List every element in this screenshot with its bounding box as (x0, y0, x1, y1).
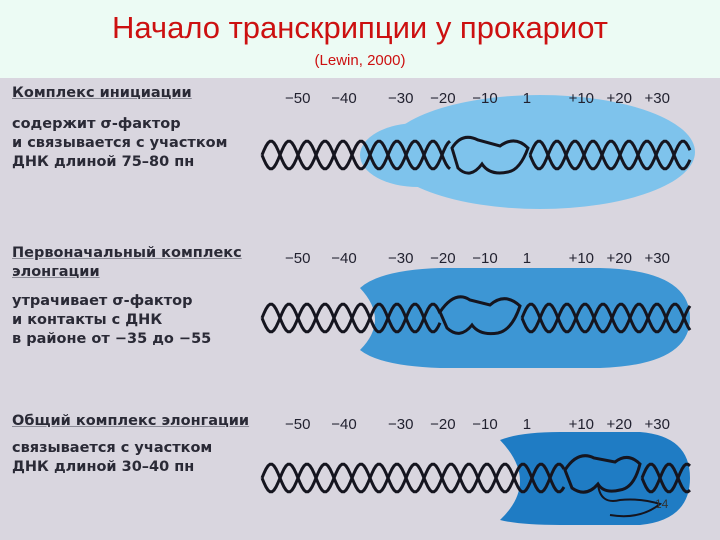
transcription-bubble-2 (438, 295, 522, 336)
coord-label: −40 (331, 90, 357, 107)
coord-label: −10 (472, 90, 498, 107)
coord-label: +30 (644, 416, 670, 433)
rna-polymerase-body-2 (360, 268, 690, 368)
coord-label: +20 (606, 90, 632, 107)
coord-label: +10 (568, 90, 595, 107)
transcription-bubble-3 (563, 454, 642, 494)
panel-3-line-2: ДНК длиной 30–40 пн (12, 459, 195, 475)
coord-label: −20 (430, 90, 456, 107)
coord-label: 1 (522, 250, 532, 267)
panel-2-heading: Первоначальный комплекс элонгации (12, 245, 242, 280)
coord-label: −50 (285, 250, 311, 267)
coord-label: −40 (331, 416, 357, 433)
slide-title: Начало транскрипции у прокариот (111, 10, 608, 45)
coord-label: −50 (285, 416, 311, 433)
coord-label: −30 (388, 250, 414, 267)
rna-polymerase-body-1 (385, 95, 695, 209)
panel-1-heading: Комплекс инициации (12, 85, 192, 101)
coord-label: 1 (522, 416, 532, 433)
coord-row-3-left: −50 −40 (285, 416, 357, 433)
coord-row-2-right: −30 −20 −10 1 +10 +20 +30 (388, 250, 670, 267)
coord-row-1-right: −30 −20 −10 1 +10 +20 +30 (388, 90, 670, 107)
panel-3-line-1: связывается с участком (12, 440, 213, 456)
page-number: 14 (655, 497, 669, 511)
panel-1-line-1: содержит σ-фактор (12, 116, 181, 132)
coord-label: −20 (430, 250, 456, 267)
panel-2-line-2: и контакты с ДНК (12, 312, 163, 328)
panel-1-line-2: и связывается с участком (12, 135, 228, 151)
dna-helix-1 (260, 135, 692, 175)
panel-1-line-3: ДНК длиной 75–80 пн (12, 154, 195, 170)
coord-label: −50 (285, 90, 311, 107)
coord-label: +30 (644, 90, 670, 107)
dna-helix-3 (260, 454, 691, 518)
panel-2-line-3: в районе от −35 до −55 (12, 331, 212, 347)
panel-3-text: Общий комплекс элонгации связывается с у… (12, 412, 302, 477)
coord-label: −10 (472, 416, 498, 433)
coord-label: +10 (568, 416, 595, 433)
panel-1-text: Комплекс инициации содержит σ-фактор и с… (12, 84, 302, 172)
dna-helix-2 (260, 295, 692, 336)
coord-label: 1 (522, 90, 532, 107)
slide-header: Начало транскрипции у прокариот (Lewin, … (0, 0, 720, 78)
coord-label: −30 (388, 416, 414, 433)
rna-transcript-3 (597, 483, 663, 518)
transcription-bubble-1 (450, 135, 530, 175)
coord-label: −10 (472, 250, 498, 267)
coord-label: +20 (606, 416, 632, 433)
coord-label: +30 (644, 250, 670, 267)
coord-row-1-left: −50 −40 (285, 90, 357, 107)
rna-polymerase-body-3 (500, 432, 690, 525)
coord-row-2-left: −50 −40 (285, 250, 357, 267)
panel-3-heading: Общий комплекс элонгации (12, 413, 250, 429)
panel-2-line-1: утрачивает σ-фактор (12, 293, 193, 309)
panel-2-text: Первоначальный комплекс элонгации утрачи… (12, 244, 302, 349)
slide-subtitle: (Lewin, 2000) (314, 52, 406, 69)
coord-label: −40 (331, 250, 357, 267)
coord-label: −20 (430, 416, 456, 433)
coord-label: −30 (388, 90, 414, 107)
sigma-factor-1 (360, 123, 476, 187)
coord-label: +10 (568, 250, 595, 267)
coord-label: +20 (606, 250, 632, 267)
coord-row-3-right: −30 −20 −10 1 +10 +20 +30 (388, 416, 670, 433)
